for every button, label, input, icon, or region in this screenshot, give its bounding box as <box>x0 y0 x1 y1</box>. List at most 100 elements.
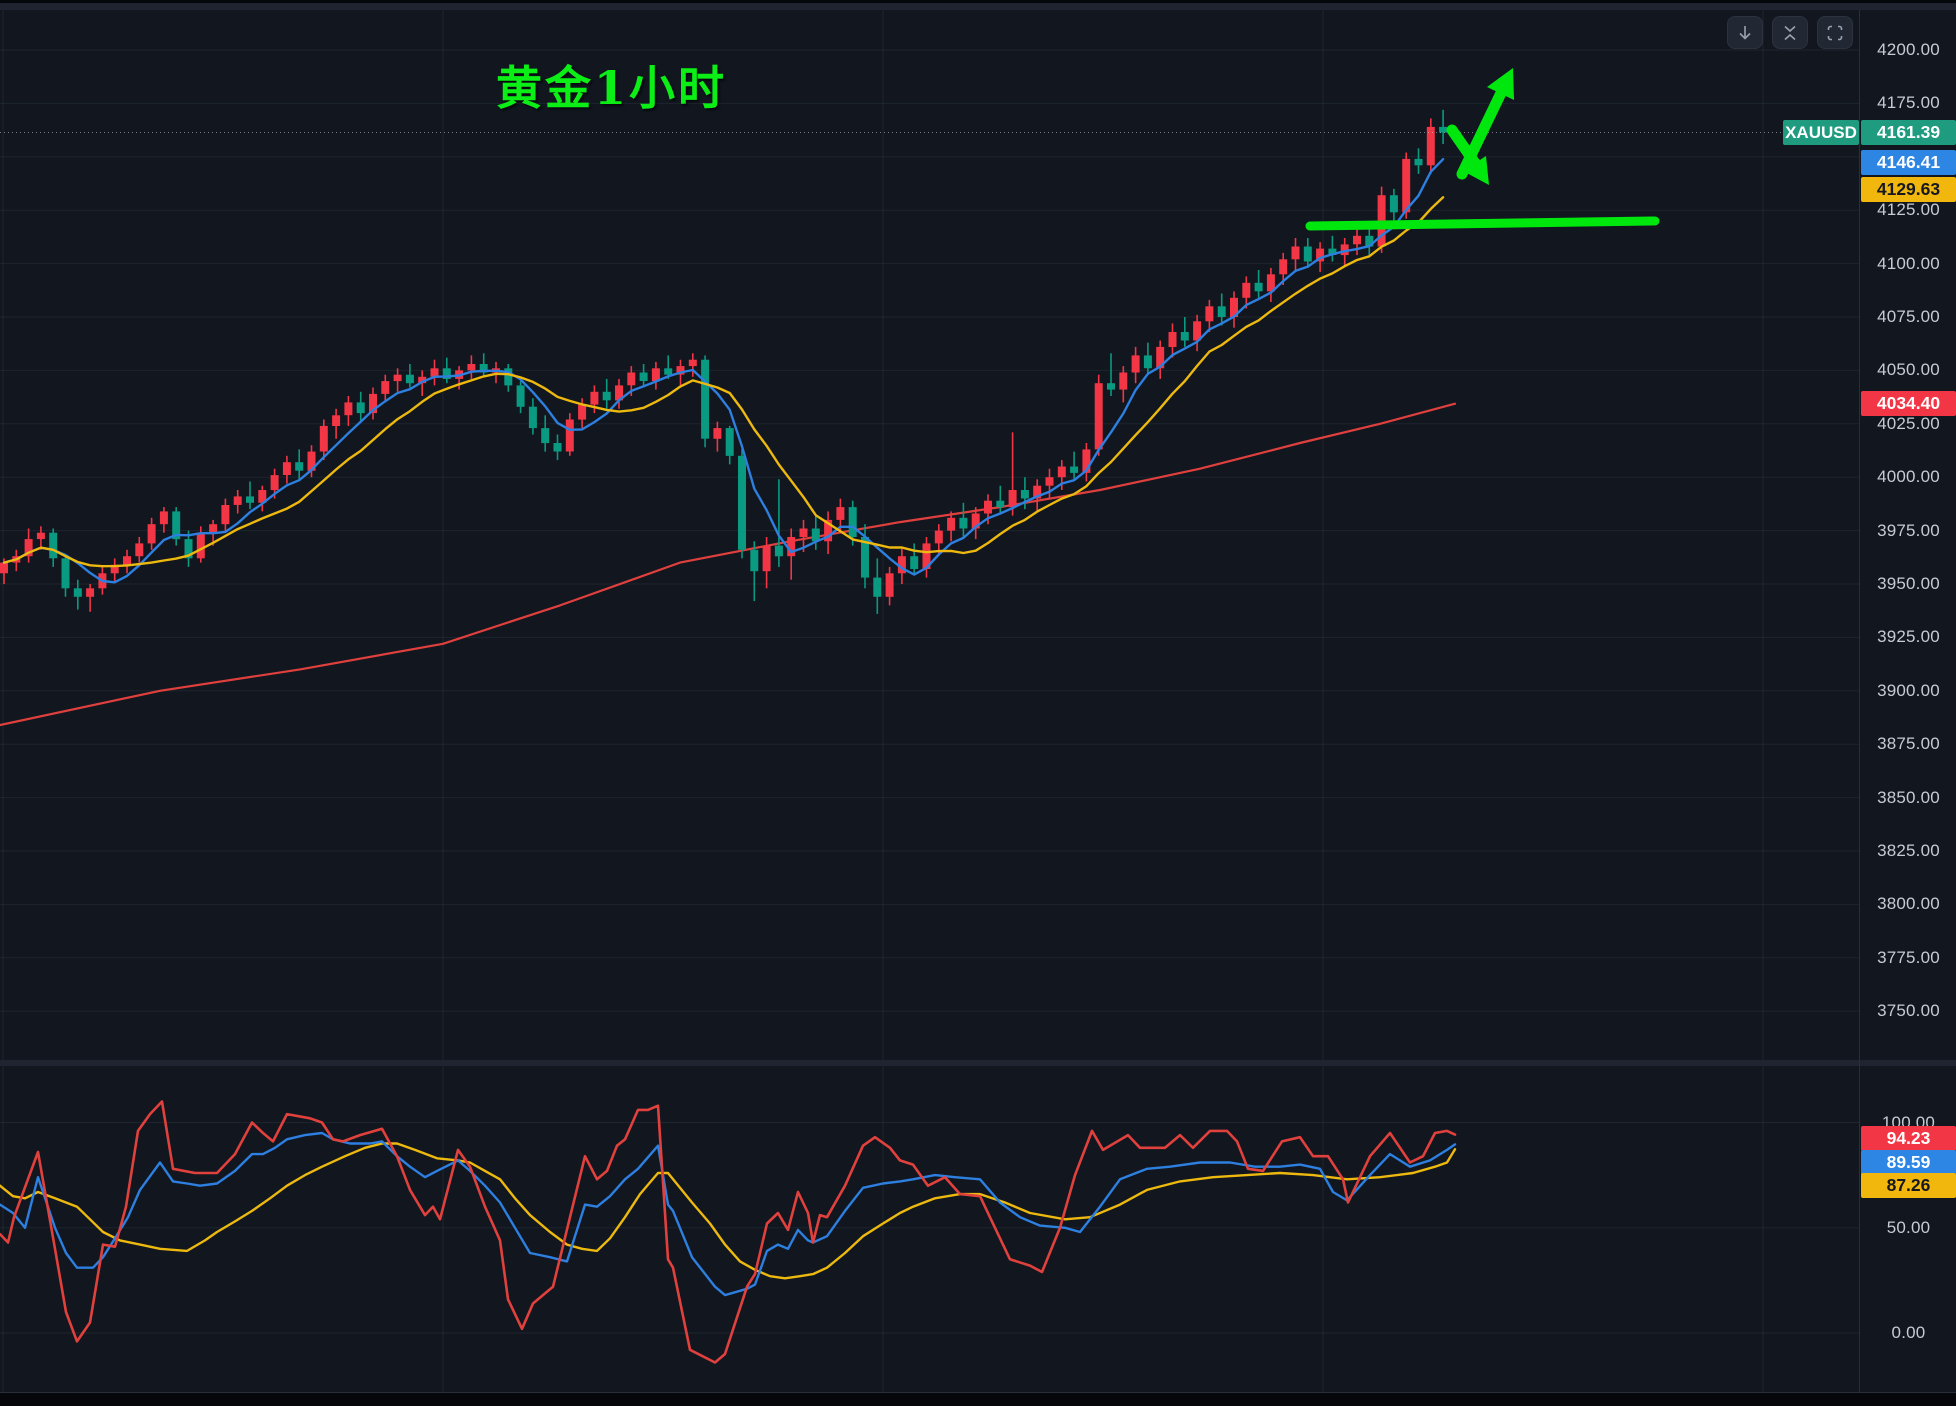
candle-body <box>1119 372 1128 390</box>
candle-body <box>750 549 759 572</box>
kdj-k-line <box>0 1131 1457 1297</box>
candle-body <box>442 368 451 379</box>
symbol-tag: XAUUSD <box>1783 120 1859 145</box>
candle-body <box>836 507 845 520</box>
chart-title-annotation: 黄金1小时 <box>496 61 728 115</box>
candle-body <box>24 539 33 557</box>
candle-body <box>1230 297 1238 317</box>
kdj-d-line <box>0 1142 1457 1280</box>
candle-body <box>565 419 574 452</box>
maximize-pane-button[interactable] <box>1817 16 1853 49</box>
candle-body <box>528 406 537 429</box>
candle-body <box>934 530 943 544</box>
candle-body <box>676 366 685 375</box>
candle-body <box>332 415 341 426</box>
candle-body <box>1107 383 1115 390</box>
candle-body <box>639 372 648 381</box>
candle-body <box>246 496 254 503</box>
candle-body <box>1020 490 1029 499</box>
candle-body <box>762 545 771 572</box>
candle-body <box>61 558 70 589</box>
candle-body <box>725 428 734 456</box>
candle-body <box>1389 195 1398 213</box>
candle-body <box>1254 282 1263 292</box>
scroll-to-recent-button[interactable] <box>1727 16 1763 49</box>
candle-body <box>1328 248 1337 255</box>
candle-body <box>688 359 697 367</box>
candle-body <box>1279 259 1288 275</box>
candle-body <box>270 475 279 491</box>
candle-body <box>1156 346 1165 369</box>
candle-body <box>1168 332 1177 347</box>
candle-body <box>1008 490 1017 508</box>
candle-body <box>910 556 919 569</box>
candle-body <box>1266 274 1275 292</box>
candle-body <box>984 500 992 514</box>
candle-body <box>393 374 402 382</box>
candle-body <box>184 539 193 559</box>
candle-body <box>996 500 1005 508</box>
candle-body <box>885 573 894 597</box>
kdj-j-line <box>0 1100 1457 1364</box>
candle-body <box>713 428 722 439</box>
candle-body <box>1316 248 1325 262</box>
candle-body <box>1070 466 1079 473</box>
candle-body <box>873 577 882 597</box>
candle-body <box>1439 126 1448 133</box>
candle-body <box>651 368 660 382</box>
candle-body <box>430 368 439 377</box>
candle-body <box>1426 126 1435 166</box>
candle-body <box>1291 246 1300 260</box>
candle-body <box>1303 246 1312 262</box>
candle-body <box>1365 235 1374 247</box>
candle-body <box>307 451 316 471</box>
candle-body <box>86 588 95 597</box>
candle-body <box>479 364 488 373</box>
candle-body <box>110 564 119 574</box>
collapse-pane-button[interactable] <box>1772 16 1808 49</box>
candle-body <box>799 528 808 537</box>
candle-body <box>738 455 746 550</box>
ma-mid-line <box>2 196 1445 568</box>
pane-separator[interactable] <box>0 1060 1956 1066</box>
candle-body <box>159 511 168 525</box>
candle-body <box>135 543 144 557</box>
candle-body <box>356 402 365 414</box>
candle-body <box>344 402 353 416</box>
candle-body <box>590 391 599 405</box>
candle-body <box>467 364 476 371</box>
candle-body <box>1217 306 1226 317</box>
candle-body <box>123 556 131 565</box>
candle-body <box>504 368 513 386</box>
maximize-icon <box>1825 23 1845 43</box>
candle-body <box>1414 158 1423 166</box>
candle-body <box>897 556 906 574</box>
candle-body <box>196 532 205 559</box>
candle-body <box>1033 485 1042 499</box>
drawn-arrow-up[interactable] <box>1456 68 1514 180</box>
candle-body <box>602 391 611 401</box>
candle-body <box>578 404 587 420</box>
ma-fast-line <box>2 157 1445 584</box>
drawn-support-line[interactable] <box>1305 216 1660 231</box>
candle-body <box>811 528 820 542</box>
candle-body <box>861 537 869 578</box>
candle-body <box>1094 383 1103 450</box>
candle-body <box>615 385 623 401</box>
candle-body <box>959 517 968 529</box>
candle-body <box>49 532 58 559</box>
down-arrow-icon <box>1735 23 1755 43</box>
candle-body <box>774 545 783 557</box>
candle-body <box>369 393 377 414</box>
candle-body <box>1193 321 1202 341</box>
candle-body <box>701 359 710 439</box>
candle-body <box>1131 355 1140 373</box>
candle-body <box>1340 244 1349 256</box>
candle-body <box>553 443 562 452</box>
candle-body <box>73 588 82 597</box>
candle-body <box>848 507 857 537</box>
candle-body <box>1082 449 1091 473</box>
candle-body <box>516 385 525 407</box>
